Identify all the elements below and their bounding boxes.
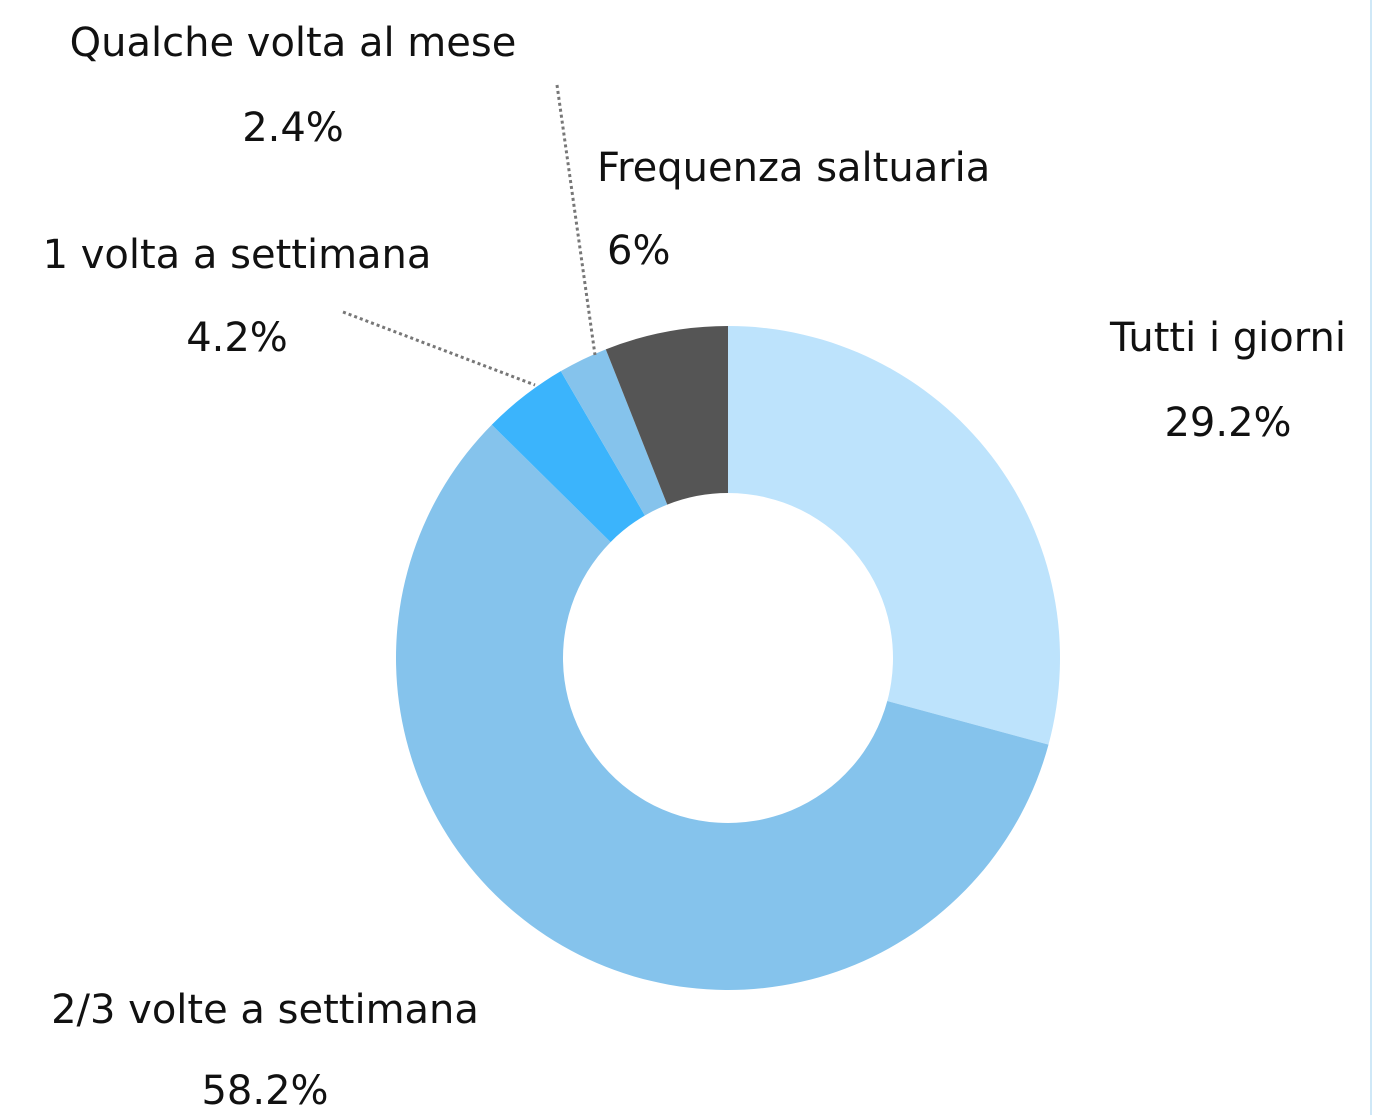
donut-slice xyxy=(560,349,668,516)
donut-slice xyxy=(395,424,1049,990)
slice-label: Qualche volta al mese xyxy=(70,20,517,66)
slice-value: 4.2% xyxy=(186,315,288,361)
donut-slice xyxy=(605,326,728,505)
slice-label: Frequenza saltuaria xyxy=(597,145,990,191)
donut-slice xyxy=(728,326,1060,745)
leader-line xyxy=(342,310,536,387)
slice-value: 6% xyxy=(607,228,670,274)
leader-line xyxy=(555,84,597,356)
slice-label: 2/3 volte a settimana xyxy=(51,987,479,1033)
slice-value: 29.2% xyxy=(1164,400,1291,446)
slice-value: 58.2% xyxy=(201,1068,328,1114)
slice-label: Tutti i giorni xyxy=(1109,315,1346,361)
slice-value: 2.4% xyxy=(242,105,344,151)
donut-slice xyxy=(491,371,645,543)
slice-label: 1 volta a settimana xyxy=(43,232,432,278)
